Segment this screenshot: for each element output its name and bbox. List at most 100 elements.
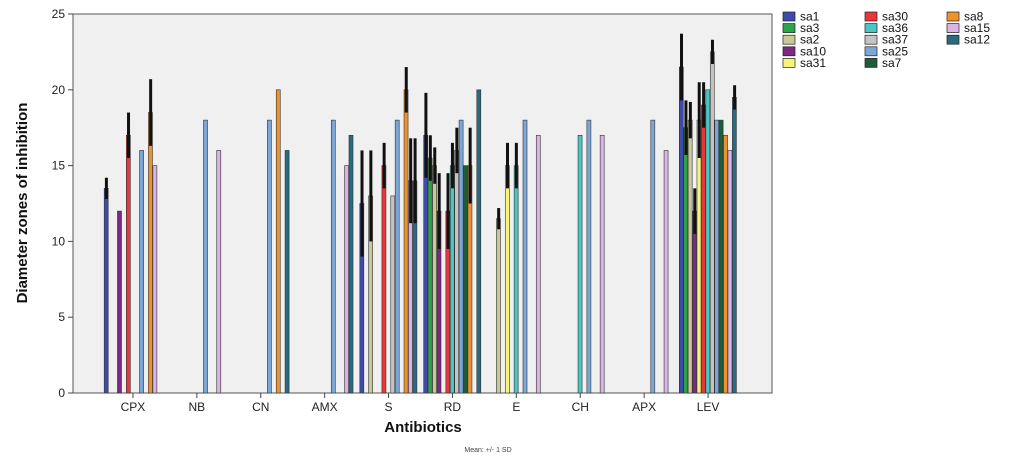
bar-sa7-RD [463, 165, 468, 394]
bar-sa36-E [513, 165, 519, 394]
bar-sa15-E [535, 134, 541, 394]
error-bar-sa30-S [382, 142, 386, 189]
error-bar-sa30-RD [446, 173, 450, 249]
bar-sa1-CPX [103, 188, 109, 394]
error-bar-sa31-E [506, 142, 510, 189]
bar-sa15-NB [216, 150, 222, 394]
legend-label-sa2: sa2 [800, 33, 820, 47]
legend-swatch-sa25 [864, 46, 878, 57]
x-tick-label: NB [189, 400, 206, 414]
bar-sa12-LEV [732, 97, 737, 394]
error-bar-sa2-RD [433, 147, 437, 184]
bar-sa36-RD [449, 165, 455, 394]
legend-swatch-sa15 [946, 23, 960, 33]
x-tick-label: S [385, 400, 393, 414]
x-tick-label: APX [632, 400, 656, 414]
error-bar-sa36-RD [450, 142, 454, 189]
error-bar-sa15-S [409, 138, 413, 224]
bar-sa25-CPX [139, 150, 144, 394]
bar-sa15-CH [599, 134, 605, 394]
legend-swatch-sa7 [864, 58, 878, 68]
footnote: Mean: +/- 1 SD [464, 447, 511, 454]
error-bar-sa12-S [413, 138, 417, 224]
error-bar-sa1-CPX [104, 177, 108, 199]
error-bar-sa2-S [369, 150, 373, 242]
x-axis-title: Antibiotics [384, 419, 462, 436]
error-bar-sa8-RD [468, 127, 472, 204]
y-tick-label: 25 [52, 7, 66, 21]
bar-sa10-CPX [117, 210, 122, 394]
bar-sa7-LEV [718, 119, 724, 394]
error-bar-sa10-RD [437, 173, 441, 249]
bar-sa3-RD [427, 157, 433, 394]
bar-sa12-CN [284, 150, 290, 394]
bar-sa25-AMX [330, 119, 336, 394]
bar-sa15-AMX [344, 165, 349, 394]
bar-sa37-S [390, 195, 396, 394]
bar-sa10-LEV [692, 210, 697, 394]
legend-label-sa37: sa37 [882, 33, 908, 47]
error-bar-sa37-RD [455, 127, 459, 174]
legend-swatch-sa10 [782, 46, 796, 57]
error-bar-sa2-LEV [688, 101, 692, 139]
bar-sa2-E [496, 218, 501, 394]
y-tick-label: 0 [58, 386, 65, 400]
legend-label-sa8: sa8 [964, 10, 984, 24]
error-bar-sa1-LEV [680, 33, 684, 101]
bar-sa1-LEV [678, 66, 684, 394]
bar-sa36-LEV [705, 89, 711, 394]
bar-sa2-RD [432, 165, 437, 394]
bar-sa25-NB [203, 119, 208, 394]
error-bar-sa30-LEV [702, 82, 706, 128]
legend-swatch-sa31 [782, 58, 796, 68]
bar-sa15-LEV [727, 150, 733, 394]
error-bar-sa36-E [514, 142, 518, 189]
error-bar-sa30-CPX [127, 112, 131, 159]
bar-sa31-LEV [696, 119, 702, 394]
bar-sa25-S [394, 119, 400, 394]
legend: sa1sa3sa2sa10sa31sa30sa36sa37sa25sa7sa8s… [782, 10, 990, 70]
bar-sa8-S [403, 89, 409, 394]
x-tick-label: LEV [697, 400, 720, 414]
error-bar-sa31-LEV [697, 82, 701, 159]
legend-swatch-sa36 [864, 23, 878, 33]
bar-sa2-LEV [687, 119, 693, 394]
x-tick-label: CPX [121, 400, 146, 414]
bar-sa8-LEV [723, 134, 728, 394]
bar-sa31-E [504, 165, 510, 394]
legend-label-sa36: sa36 [882, 21, 908, 35]
error-bar-sa3-LEV [684, 100, 688, 155]
legend-label-sa7: sa7 [882, 56, 902, 70]
bar-sa12-AMX [348, 134, 354, 394]
bar-sa8-CPX [148, 112, 153, 394]
error-bar-sa1-S [360, 150, 364, 257]
x-tick-label: RD [444, 400, 462, 414]
legend-label-sa1: sa1 [800, 10, 820, 24]
error-bar-sa37-LEV [710, 39, 714, 65]
error-bar-sa3-RD [428, 135, 432, 181]
bar-sa25-APX [650, 119, 656, 394]
error-bar-sa1-RD [424, 92, 428, 178]
error-bar-sa2-E [497, 208, 501, 230]
legend-swatch-sa2 [782, 34, 796, 45]
error-bar-sa12-LEV [733, 85, 737, 110]
bar-sa12-RD [476, 89, 482, 394]
error-bar-sa8-S [404, 67, 408, 113]
bar-sa15-CPX [152, 165, 158, 394]
legend-label-sa15: sa15 [964, 21, 990, 35]
legend-swatch-sa12 [946, 34, 960, 45]
y-tick-label: 10 [52, 234, 66, 248]
legend-swatch-sa8 [946, 11, 960, 22]
legend-label-sa3: sa3 [800, 21, 820, 35]
error-bars-group [104, 33, 737, 257]
x-tick-label: AMX [312, 400, 338, 414]
error-bar-sa10-LEV [693, 188, 697, 234]
bar-sa36-CH [577, 134, 583, 394]
x-tick-label: CN [252, 400, 269, 414]
x-tick-label: CH [572, 400, 589, 414]
y-tick-label: 20 [52, 83, 66, 97]
bar-sa30-S [381, 165, 387, 394]
bar-sa15-APX [663, 150, 669, 394]
bar-sa30-CPX [126, 134, 131, 394]
